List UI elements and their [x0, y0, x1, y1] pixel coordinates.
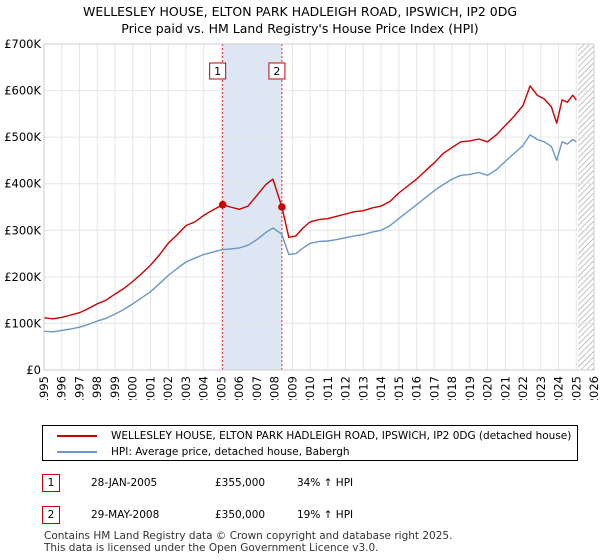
x-tick-label: 2008: [268, 376, 282, 400]
x-tick-label: 2015: [392, 376, 406, 400]
chart-title-line1: WELLESLEY HOUSE, ELTON PARK HADLEIGH ROA…: [82, 4, 518, 19]
x-tick-label: 2012: [339, 376, 353, 400]
x-tick-label: 1995: [37, 376, 51, 400]
sale-date: 29-MAY-2008: [91, 509, 160, 521]
legend-item-hpi: HPI: Average price, detached house, Babe…: [43, 444, 350, 460]
plot-area: [44, 44, 594, 370]
x-tick-label: 2024: [552, 376, 566, 400]
sale-hpi-change: 34% ↑ HPI: [297, 477, 354, 489]
x-tick-label: 2020: [481, 376, 495, 400]
x-tick-label: 2023: [534, 376, 548, 400]
property-line: [44, 85, 577, 320]
legend-label-hpi: HPI: Average price, detached house, Babe…: [111, 446, 350, 458]
legend-swatch-hpi: [57, 451, 97, 453]
footer-licence: This data is licensed under the Open Gov…: [44, 541, 379, 554]
x-tick-label: 1996: [55, 376, 69, 400]
x-tick-label: 2026: [587, 376, 600, 400]
sale-label-number: 2: [273, 65, 280, 78]
sale-label-box: [209, 62, 227, 80]
x-tick-label: 2002: [161, 376, 175, 400]
plot-border: [43, 43, 595, 371]
legend-label-property: WELLESLEY HOUSE, ELTON PARK HADLEIGH ROA…: [111, 430, 572, 442]
x-tick-label: 1998: [90, 376, 104, 400]
chart-title: WELLESLEY HOUSE, ELTON PARK HADLEIGH ROA…: [0, 3, 600, 37]
x-tick-label: 2019: [463, 376, 477, 400]
sale-row: 2 29-MAY-2008 £350,000 19% ↑ HPI: [42, 506, 582, 526]
y-tick-label: £0: [26, 363, 41, 377]
footer: Contains HM Land Registry data © Crown c…: [44, 530, 453, 554]
footer-copyright: Contains HM Land Registry data © Crown c…: [44, 530, 453, 542]
sale-price: £355,000: [215, 477, 266, 489]
x-tick-label: 2010: [303, 376, 317, 400]
x-tick-label: 2021: [498, 376, 512, 400]
x-tick-label: 2025: [569, 376, 583, 400]
sale-point: [218, 200, 227, 209]
sale-label-number: 1: [214, 65, 221, 78]
sale-row: 1 28-JAN-2005 £355,000 34% ↑ HPI: [42, 474, 582, 494]
sale-date: 28-JAN-2005: [91, 477, 158, 489]
forecast-hatch: [578, 44, 594, 370]
price-chart: £0 £100K £200K £300K £400K £500K £600K £700K 199…: [4, 37, 600, 400]
x-tick-label: 2017: [427, 376, 441, 400]
x-tick-label: 1999: [108, 376, 122, 400]
legend-swatch-property: [57, 435, 97, 437]
hpi-line: [44, 134, 577, 333]
x-tick-label: 2004: [197, 376, 211, 400]
chart-legend: WELLESLEY HOUSE, ELTON PARK HADLEIGH ROA…: [42, 425, 578, 461]
sale-point: [278, 203, 286, 211]
legend-item-property: WELLESLEY HOUSE, ELTON PARK HADLEIGH ROA…: [43, 428, 571, 444]
x-tick-label: 2003: [179, 376, 193, 400]
y-tick-label: £700K: [4, 37, 41, 51]
x-tick-label: 2000: [126, 376, 140, 400]
x-tick-label: 1997: [72, 376, 86, 400]
chart-subtitle: Price paid vs. HM Land Registry's House …: [121, 21, 479, 36]
x-tick-label: 2007: [250, 376, 264, 400]
sale-marker-badge: 1: [42, 474, 60, 492]
sale-marker-badge: 2: [42, 506, 60, 524]
x-tick-label: 2013: [356, 376, 370, 400]
sale-hpi-change: 19% ↑ HPI: [297, 509, 354, 521]
y-tick-label: £500K: [4, 130, 41, 144]
x-tick-label: 2001: [143, 376, 157, 400]
series-group: [44, 85, 577, 333]
sale-label-box: [268, 62, 286, 80]
y-tick-label: £400K: [4, 177, 41, 191]
x-tick-label: 2018: [445, 376, 459, 400]
x-tick-label: 2022: [516, 376, 530, 400]
y-tick-label: £300K: [4, 223, 41, 237]
x-tick-label: 2014: [374, 376, 388, 400]
x-tick-label: 2016: [410, 376, 424, 400]
x-tick-label: 2005: [214, 376, 228, 400]
x-tick-label: 2006: [232, 376, 246, 400]
x-tick-label: 2011: [321, 376, 335, 400]
y-tick-label: £600K: [4, 84, 41, 98]
sale-price: £350,000: [215, 509, 266, 521]
y-tick-label: £200K: [4, 270, 41, 284]
y-tick-label: £100K: [4, 316, 41, 330]
x-tick-label: 2009: [285, 376, 299, 400]
